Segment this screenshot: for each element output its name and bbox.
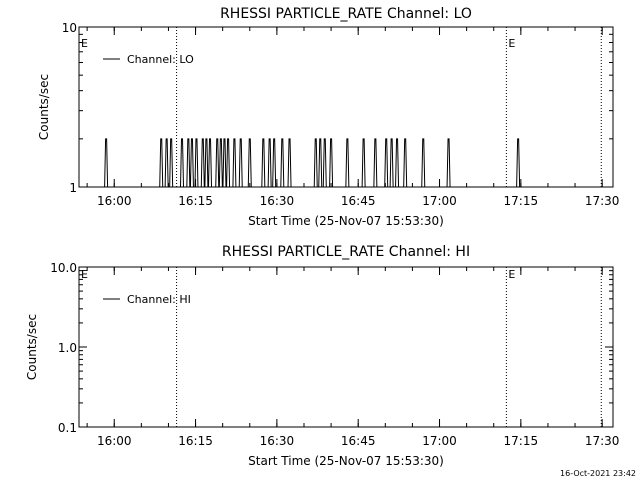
hi-x-tick-label: 16:00 [97, 434, 132, 448]
hi-y-axis-label: Counts/sec [25, 314, 39, 380]
lo-x-tick-label: 17:30 [585, 194, 620, 208]
hi-channel-panel: RHESSI PARTICLE_RATE Channel: HI Counts/… [25, 244, 619, 468]
hi-y-tick-label: 10.0 [50, 261, 77, 275]
lo-y-axis-label: Counts/sec [37, 74, 51, 140]
lo-legend-label: Channel: LO [127, 53, 194, 66]
lo-chart-title: RHESSI PARTICLE_RATE Channel: LO [220, 6, 472, 22]
lo-axis-ticks: 16:00 16:15 16:30 16:45 17:00 17:15 17:30 1 10 [62, 21, 620, 208]
hi-x-tick-label: 16:15 [178, 434, 213, 448]
hi-x-tick-label: 16:45 [341, 434, 376, 448]
lo-channel-panel: RHESSI PARTICLE_RATE Channel: LO Counts/… [37, 6, 619, 228]
hi-y-tick-label: 0.1 [58, 421, 77, 435]
hi-plot-frame [78, 266, 614, 428]
lo-x-tick-label: 16:15 [178, 194, 213, 208]
lo-corner-label: E [81, 37, 88, 50]
lo-x-tick-label: 16:30 [260, 194, 295, 208]
lo-x-axis-label: Start Time (25-Nov-07 15:53:30) [248, 214, 444, 228]
lo-y-tick-label: 10 [62, 21, 77, 35]
lo-plot-frame [78, 26, 614, 188]
lo-marker-label: E [508, 37, 515, 50]
hi-x-tick-label: 17:15 [504, 434, 539, 448]
hi-x-tick-label: 17:30 [585, 434, 620, 448]
hi-marker-label: E [508, 268, 515, 281]
lo-x-tick-label: 17:00 [422, 194, 457, 208]
hi-corner-label: E [81, 268, 88, 281]
lo-x-tick-label: 17:15 [504, 194, 539, 208]
hi-x-tick-label: 16:30 [260, 434, 295, 448]
lo-vertical-markers: E [176, 27, 602, 187]
lo-series-line [79, 138, 613, 188]
hi-x-tick-label: 17:00 [422, 434, 457, 448]
generation-timestamp: 16-Oct-2021 23:42 [560, 469, 636, 478]
hi-y-tick-label: 1.0 [58, 341, 77, 355]
hi-chart-title: RHESSI PARTICLE_RATE Channel: HI [222, 244, 470, 260]
lo-x-tick-label: 16:00 [97, 194, 132, 208]
hi-x-axis-label: Start Time (25-Nov-07 15:53:30) [248, 454, 444, 468]
hi-vertical-markers: E [176, 267, 602, 427]
lo-x-tick-label: 16:45 [341, 194, 376, 208]
hi-axis-ticks: 16:00 16:15 16:30 16:45 17:00 17:15 17:30 0.1 1.… [50, 261, 619, 448]
lo-series-group [79, 138, 613, 188]
hi-legend-label: Channel: HI [127, 293, 191, 306]
lo-y-tick-label: 1 [69, 181, 77, 195]
